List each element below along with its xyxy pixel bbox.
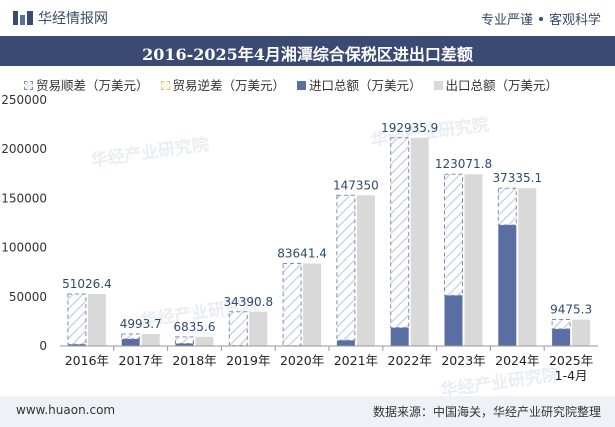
data-label: 4993.7 [120, 317, 162, 331]
bar-import [175, 343, 194, 346]
bar-surplus [121, 333, 141, 340]
y-tick-label: 0 [39, 339, 47, 353]
footer-source: 数据来源：中国海关，华经产业研究院整理 [372, 405, 601, 419]
x-tick-label: 2021年 [334, 353, 378, 368]
footer-website: www.huaon.com [16, 403, 116, 417]
title-bar [0, 36, 615, 66]
legend-item-import: 进口总额（万美元） [297, 75, 422, 94]
legend-swatch-export [433, 81, 443, 90]
x-tick-label: 2018年 [172, 353, 216, 368]
x-tick-label: 2016年 [65, 353, 109, 368]
chart-title: 2016-2025年4月湘潭综合保税区进出口差额 [142, 45, 473, 64]
bar-import [67, 344, 86, 346]
bar-surplus [282, 263, 302, 347]
legend-swatch-surplus [24, 81, 33, 90]
x-axis: 2016年 2017年 2018年 2019年 2020年 2021年 2022年 2023年… [60, 345, 598, 383]
bar-export [572, 319, 591, 346]
bar-export [464, 174, 483, 346]
y-tick-label: 50000 [9, 290, 47, 304]
legend-label-deficit: 贸易逆差（万美元） [172, 78, 286, 93]
bar-surplus [444, 173, 463, 296]
bars: 51026.4 4993.7 6835.6 34390.8 83641.4 147350 1… [62, 121, 592, 347]
x-tick-label: 2020年 [280, 353, 324, 368]
x-tick-label: 2025年 1-4月 [549, 353, 593, 383]
bar-export [195, 336, 214, 346]
legend-label-import: 进口总额（万美元） [309, 78, 422, 93]
slogan-dot-icon [538, 17, 543, 21]
data-label: 51026.4 [62, 277, 112, 291]
data-label: 192935.9 [381, 121, 438, 135]
legend-label-export: 出口总额（万美元） [445, 78, 559, 93]
bar-surplus [497, 187, 517, 226]
slogan-right: 客观科学 [548, 13, 601, 28]
legend-swatch-deficit [160, 81, 170, 90]
bar-surplus [336, 194, 356, 341]
y-axis: 0 50000 100000 150000 200000 250000 [1, 93, 47, 353]
x-tick-label: 2019年 [226, 353, 270, 368]
bar-surplus [67, 293, 87, 345]
y-tick-label: 100000 [1, 241, 47, 255]
data-label: 147350 [333, 178, 379, 192]
bar-export [410, 137, 429, 346]
bar-surplus [390, 137, 410, 329]
slogan-left: 专业严谨 [480, 13, 533, 28]
bar-import [552, 328, 571, 346]
legend-label-surplus: 贸易顺差（万美元） [36, 78, 149, 93]
x-tick-label: 2022年 [388, 353, 432, 368]
bar-import [498, 224, 517, 346]
bar-export [518, 188, 537, 346]
data-label: 34390.8 [223, 295, 273, 309]
footer-bar [0, 396, 615, 427]
y-tick-label: 250000 [1, 93, 47, 107]
bar-import [336, 340, 355, 346]
y-tick-label: 150000 [1, 191, 47, 205]
bar-surplus [228, 311, 248, 347]
legend: 贸易顺差（万美元） 贸易逆差（万美元） 进口总额（万美元） 出口总额（万美元） [24, 75, 566, 94]
bar-import [121, 338, 140, 346]
legend-item-export: 出口总额（万美元） [433, 75, 559, 94]
logo-icon [13, 11, 33, 25]
bar-import [444, 295, 463, 346]
logo-text: 华经情报网 [38, 11, 108, 27]
data-label: 123071.8 [435, 157, 492, 171]
bar-surplus [551, 319, 571, 330]
x-tick-label: 2024年 [495, 353, 539, 368]
bar-export [356, 195, 375, 346]
bar-import [390, 327, 409, 346]
data-label: 37335.1 [492, 171, 542, 185]
bar-export [303, 263, 322, 346]
data-label: 9475.3 [550, 303, 592, 317]
slogan: 专业严谨 客观科学 [481, 9, 601, 28]
legend-item-deficit: 贸易逆差（万美元） [160, 75, 286, 94]
bar-export [249, 311, 268, 346]
legend-item-surplus: 贸易顺差（万美元） [24, 75, 149, 94]
top-bar: 华经情报网 专业严谨 客观科学 [0, 0, 615, 36]
bar-surplus [175, 336, 194, 345]
y-tick-label: 200000 [1, 142, 47, 156]
bar-export [141, 334, 160, 346]
bar-export [87, 294, 106, 346]
legend-swatch-import [297, 81, 306, 90]
data-label: 6835.6 [174, 320, 216, 334]
x-tick-label: 2023年 [441, 353, 485, 368]
data-label: 83641.4 [277, 247, 327, 261]
x-tick-label: 2017年 [119, 353, 163, 368]
